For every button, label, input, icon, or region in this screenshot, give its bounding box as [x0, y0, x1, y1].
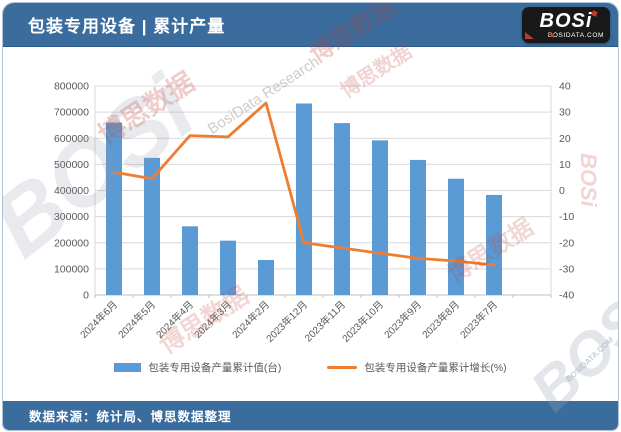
right-axis-tick-label: 30: [559, 107, 571, 119]
right-axis-tick-label: 0: [559, 185, 565, 197]
chart-legend: 包装专用设备产量累计值(台) 包装专用设备产量累计增长(%): [3, 360, 618, 375]
bar: [296, 103, 312, 295]
bosi-logo: BOSi BOSIDATA.COM: [522, 6, 610, 43]
bar: [144, 157, 160, 295]
left-axis-tick-label: 800000: [54, 81, 89, 93]
x-axis-category-label: 2024年5月: [115, 298, 158, 341]
x-axis-category-label: 2024年2月: [229, 298, 272, 341]
bar: [486, 194, 502, 295]
x-axis-category-label: 2023年9月: [381, 298, 424, 341]
left-axis-tick-label: 600000: [54, 133, 89, 145]
bar: [106, 122, 122, 295]
logo-subtriangle-icon: [548, 33, 554, 38]
growth-line: [112, 101, 496, 267]
legend-line-swatch-icon: [327, 366, 358, 369]
right-axis-tick-label: -10: [559, 211, 574, 223]
right-axis-tick-label: -40: [559, 290, 574, 302]
logo-text: BOSi: [539, 9, 593, 32]
logo-dot-icon: [591, 9, 598, 17]
legend-label: 包装专用设备产量累计值(台): [148, 362, 282, 374]
left-axis-tick-label: 700000: [54, 107, 89, 119]
logo-triangle-icon: [525, 31, 534, 39]
page-title: 包装专用设备 | 累计产量: [28, 17, 226, 36]
left-axis-tick-label: 0: [83, 290, 89, 302]
x-axis-category-label: 2024年3月: [191, 298, 234, 341]
bar: [182, 226, 198, 295]
bar: [410, 159, 426, 295]
chart-svg: 0 100000 200000 300000 400000 500000 600000 700…: [54, 81, 574, 345]
bar: [220, 240, 236, 295]
chart-footer: 数据来源：统计局、博思数据整理: [3, 401, 618, 430]
left-axis-tick-label: 100000: [54, 263, 89, 275]
left-axis-tick-label: 200000: [54, 237, 89, 249]
bar: [334, 123, 350, 295]
left-axis-tick-label: 300000: [54, 211, 89, 223]
bar: [372, 140, 388, 295]
right-axis-tick-label: -20: [559, 237, 574, 249]
x-axis-category-label: 2024年6月: [77, 298, 120, 341]
logo-subtext: BOSIDATA.COM: [547, 31, 604, 39]
x-axis-category-label: 2023年8月: [419, 298, 462, 341]
legend-item: 包装专用设备产量累计值(台): [114, 360, 281, 375]
legend-bar-swatch-icon: [114, 363, 142, 372]
bar: [258, 259, 274, 295]
right-axis-tick-label: 10: [559, 159, 571, 171]
bar: [448, 178, 464, 295]
x-axis-category-label: 2023年7月: [457, 298, 500, 341]
x-axis-category-label: 2023年10月: [339, 298, 386, 345]
right-axis-tick-label: -30: [559, 263, 574, 275]
chart-header: 包装专用设备 | 累计产量 BOSi BOSIDATA.COM: [3, 3, 618, 47]
legend-label: 包装专用设备产量累计增长(%): [364, 362, 507, 374]
right-axis-tick-label: 40: [559, 81, 571, 93]
left-axis-tick-label: 500000: [54, 159, 89, 171]
x-axis-category-label: 2024年4月: [153, 298, 196, 341]
left-axis-tick-label: 400000: [54, 185, 89, 197]
legend-item: 包装专用设备产量累计增长(%): [327, 360, 507, 375]
right-axis-tick-label: 20: [559, 133, 571, 145]
data-source-text: 数据来源：统计局、博思数据整理: [29, 410, 232, 424]
